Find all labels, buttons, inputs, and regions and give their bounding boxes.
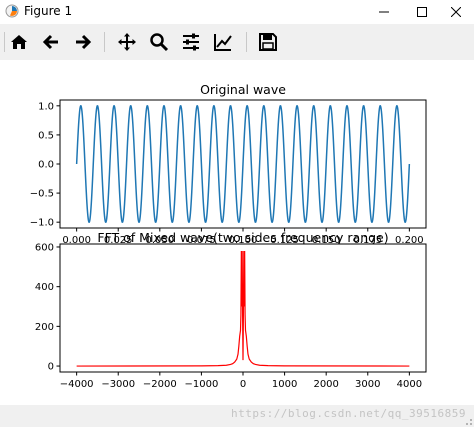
figure-svg: Original wave 0.000 0.025 0.050 0.075 0.100 0… bbox=[0, 60, 474, 405]
toolbar-separator bbox=[104, 32, 105, 52]
home-icon bbox=[9, 32, 29, 52]
x-tick-label: 0 bbox=[240, 379, 246, 390]
minimize-icon bbox=[379, 7, 389, 17]
x-tick-label: 3000 bbox=[355, 379, 380, 390]
x-tick-label: 1000 bbox=[272, 379, 297, 390]
matplotlib-app-icon bbox=[5, 4, 19, 18]
maximize-button[interactable] bbox=[404, 0, 440, 24]
move-icon bbox=[117, 32, 137, 52]
subplot-title: Original wave bbox=[200, 82, 286, 97]
toolbar-grip bbox=[4, 32, 5, 52]
subplot-original-wave: Original wave 0.000 0.025 0.050 0.075 0.100 0… bbox=[30, 82, 426, 246]
subplot-fft: −4000 −3000 −2000 −1000 0 1000 2000 3000 4000 0 20… bbox=[35, 230, 426, 390]
arrow-left-icon bbox=[41, 32, 61, 52]
save-button[interactable] bbox=[255, 29, 281, 55]
y-tick-label: 0 bbox=[48, 362, 54, 373]
arrow-right-icon bbox=[73, 32, 93, 52]
x-tick-label: −1000 bbox=[184, 379, 218, 390]
floppy-disk-icon bbox=[258, 32, 278, 52]
subplot-title: FFT of Mixed wave(two sides frequency ra… bbox=[97, 230, 388, 245]
x-tick-label: −3000 bbox=[101, 379, 135, 390]
magnifier-icon bbox=[149, 32, 169, 52]
close-icon bbox=[451, 7, 461, 17]
x-tick-label: 4000 bbox=[397, 379, 422, 390]
y-tick-label: 0.5 bbox=[38, 130, 54, 141]
status-bar: https://blog.csdn.net/qq_39516859 bbox=[0, 405, 474, 427]
maximize-icon bbox=[417, 7, 427, 17]
navigation-toolbar bbox=[0, 24, 474, 60]
y-tick-label: −0.5 bbox=[30, 189, 54, 200]
customize-button[interactable] bbox=[210, 29, 236, 55]
window-title: Figure 1 bbox=[24, 4, 72, 18]
y-tick-label: 200 bbox=[35, 322, 54, 333]
x-tick-label: −2000 bbox=[143, 379, 177, 390]
title-bar: Figure 1 bbox=[0, 0, 474, 24]
x-tick-label: −4000 bbox=[60, 379, 94, 390]
chart-edit-icon bbox=[213, 32, 233, 52]
toolbar-separator bbox=[246, 32, 247, 52]
back-button[interactable] bbox=[38, 29, 64, 55]
resize-grip-icon[interactable] bbox=[463, 416, 473, 426]
forward-button[interactable] bbox=[70, 29, 96, 55]
y-tick-label: 400 bbox=[35, 282, 54, 293]
series-line-sine bbox=[77, 106, 410, 222]
x-tick-label: 2000 bbox=[313, 379, 338, 390]
figure-canvas[interactable]: Original wave 0.000 0.025 0.050 0.075 0.100 0… bbox=[0, 60, 474, 412]
pan-button[interactable] bbox=[114, 29, 140, 55]
y-tick-label: −1.0 bbox=[30, 218, 54, 229]
y-tick-label: 600 bbox=[35, 242, 54, 253]
close-button[interactable] bbox=[438, 0, 474, 24]
zoom-button[interactable] bbox=[146, 29, 172, 55]
y-tick-label: 1.0 bbox=[38, 101, 54, 112]
subplots-button[interactable] bbox=[178, 29, 204, 55]
y-tick-label: 0.0 bbox=[38, 160, 54, 171]
minimize-button[interactable] bbox=[366, 0, 402, 24]
watermark-text: https://blog.csdn.net/qq_39516859 bbox=[231, 407, 466, 420]
home-button[interactable] bbox=[6, 29, 32, 55]
series-line-fft bbox=[77, 251, 410, 366]
sliders-icon bbox=[181, 32, 201, 52]
